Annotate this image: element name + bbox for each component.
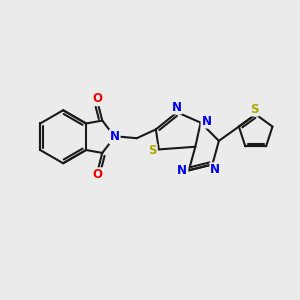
Text: O: O (93, 168, 103, 181)
Text: N: N (110, 130, 120, 143)
Text: N: N (172, 100, 182, 113)
Text: S: S (250, 103, 259, 116)
Text: O: O (93, 92, 103, 105)
Text: N: N (177, 164, 188, 177)
Text: N: N (210, 163, 220, 176)
Text: N: N (202, 115, 212, 128)
Text: S: S (148, 144, 157, 158)
